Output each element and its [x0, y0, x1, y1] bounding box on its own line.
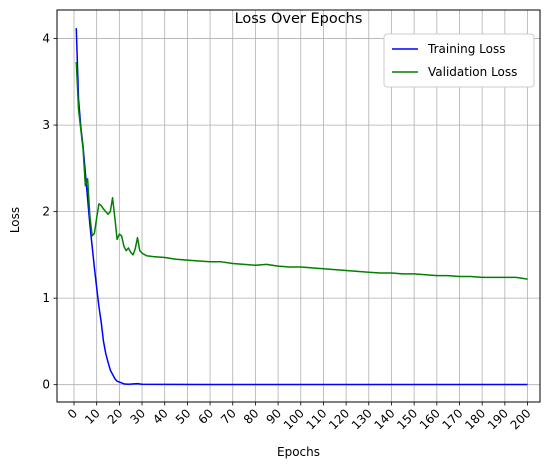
series-lines: [75, 28, 528, 386]
x-tick-label: 30: [127, 406, 148, 427]
validation-loss-line: [75, 61, 528, 280]
chart-title: Loss Over Epochs: [235, 11, 363, 27]
x-tick-label: 150: [394, 406, 420, 432]
legend-label-training: Training Loss: [427, 42, 505, 56]
x-tick-label: 0: [65, 406, 80, 421]
legend: Training Loss Validation Loss: [383, 33, 535, 88]
y-tick-label: 2: [42, 205, 50, 219]
x-tick-label: 130: [349, 406, 375, 432]
x-tick-label: 10: [82, 406, 103, 427]
y-tick-label: 4: [42, 32, 50, 46]
x-tick-label: 140: [371, 406, 397, 432]
x-tick-label: 60: [195, 406, 216, 427]
x-axis-label: Epochs: [277, 445, 320, 459]
x-tick-label: 110: [303, 406, 329, 432]
legend-box: [383, 33, 535, 88]
x-tick-label: 160: [417, 406, 443, 432]
y-tick-label: 1: [42, 291, 50, 305]
x-tick-label: 40: [150, 406, 171, 427]
x-tick-label: 20: [105, 406, 126, 427]
legend-label-validation: Validation Loss: [428, 65, 517, 79]
x-tick-label: 180: [462, 406, 488, 432]
x-tick-label: 170: [440, 406, 466, 432]
y-tick-label: 0: [42, 378, 50, 392]
y-tick-label: 3: [42, 118, 50, 132]
x-tick-label: 50: [173, 406, 194, 427]
y-axis-label: Loss: [8, 207, 22, 233]
x-tick-label: 190: [485, 406, 511, 432]
training-loss-line: [75, 28, 528, 386]
x-tick-label: 70: [218, 406, 239, 427]
x-tick-label: 80: [241, 406, 262, 427]
x-tick-label: 120: [326, 406, 352, 432]
plot-frame: [56, 9, 541, 403]
x-tick-label: 100: [281, 406, 307, 432]
x-tick-label: 200: [508, 406, 534, 432]
